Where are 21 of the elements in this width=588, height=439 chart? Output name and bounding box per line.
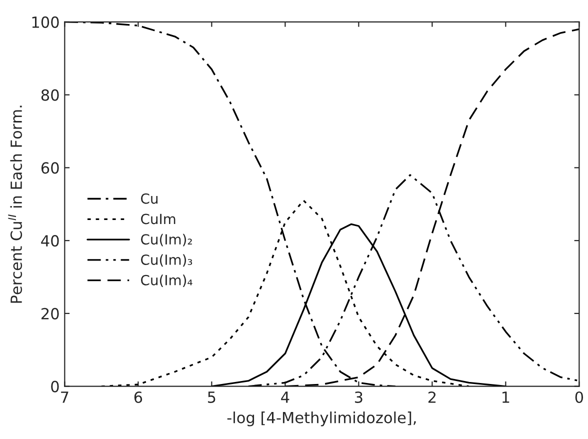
legend-label: Cu(Im)₄	[141, 274, 192, 288]
y-tick-label: 100	[32, 16, 59, 28]
legend-label: Cu(Im)₂	[141, 234, 192, 246]
y-tick-label: 20	[41, 308, 59, 320]
y-tick-label: 40	[41, 235, 59, 247]
x-tick-label: 3	[354, 391, 362, 404]
x-tick-label: 2	[428, 391, 436, 403]
y-tick-label: 80	[41, 89, 59, 101]
x-tick-label: 6	[134, 391, 142, 404]
x-tick-label: 0	[575, 391, 584, 404]
y-tick-label: 0	[51, 380, 59, 392]
x-tick-label: 4	[281, 392, 290, 403]
legend-label: Cu(Im)₃	[141, 254, 192, 267]
x-tick-label: 5	[208, 392, 216, 404]
x-tick-label: 1	[502, 392, 510, 403]
x-axis-title: -log [4-Methylimidozole],	[227, 412, 416, 426]
legend-label: CuIm	[141, 214, 176, 224]
legend-label: Cu	[141, 193, 158, 204]
y-tick-label: 60	[41, 162, 59, 174]
y-axis-title: Percent Cu$^{II}$ in Each Form.	[8, 106, 22, 303]
x-tick-label: 7	[61, 392, 68, 403]
